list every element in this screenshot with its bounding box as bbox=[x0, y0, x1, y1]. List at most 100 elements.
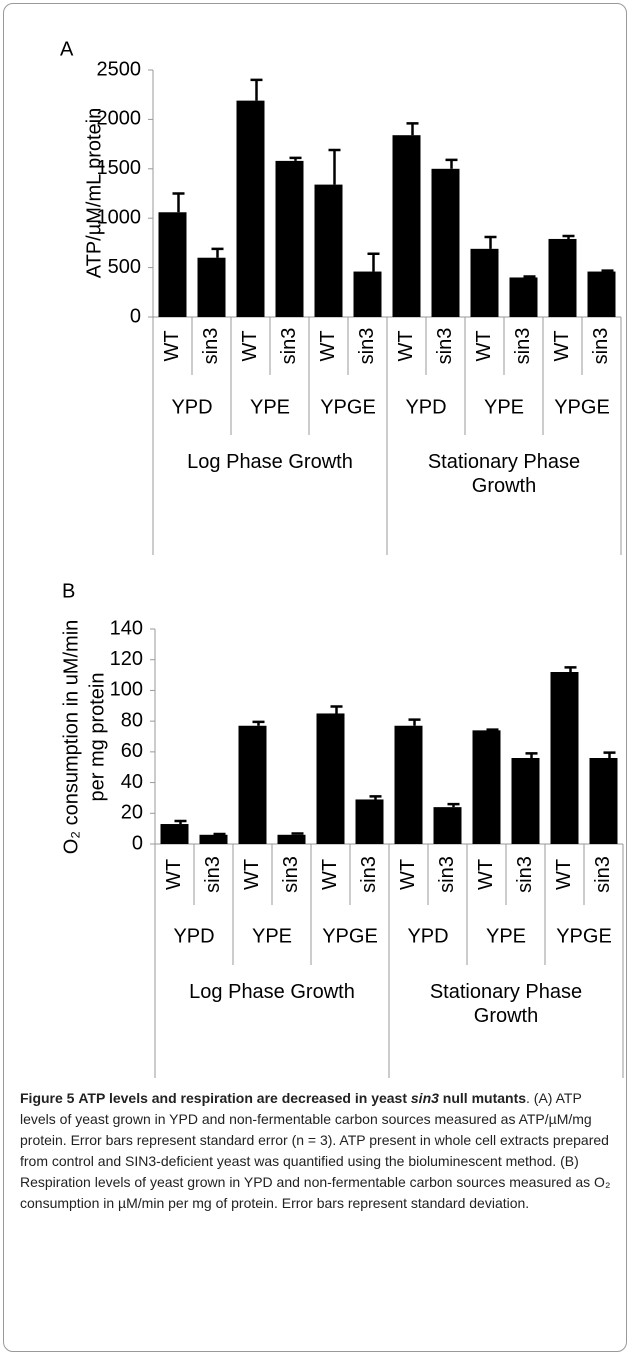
x-tick-label: WT bbox=[473, 330, 495, 361]
y-tick-label: 100 bbox=[110, 679, 143, 701]
group-label: YPGE bbox=[554, 396, 610, 418]
x-tick-label: WT bbox=[319, 859, 341, 890]
group-label: YPGE bbox=[556, 925, 612, 947]
error-bar bbox=[369, 795, 382, 800]
error-bar bbox=[291, 832, 304, 835]
error-bar bbox=[252, 720, 265, 726]
x-tick-label: WT bbox=[395, 330, 417, 361]
error-bar bbox=[447, 802, 460, 808]
y-tick-label: 2500 bbox=[97, 58, 142, 80]
group-label: YPGE bbox=[320, 396, 376, 418]
bar bbox=[587, 271, 616, 317]
x-tick-label: sin3 bbox=[278, 328, 300, 365]
caption-title-end: null mutants bbox=[438, 1090, 527, 1106]
y-tick-label: 0 bbox=[130, 305, 141, 327]
bar bbox=[353, 271, 382, 317]
x-tick-label: WT bbox=[553, 859, 575, 890]
x-tick-label: sin3 bbox=[356, 328, 378, 365]
y-axis-label: ATP/µM/mL protein bbox=[83, 108, 105, 278]
y-tick-label: 500 bbox=[108, 256, 141, 278]
y-tick-label: 1500 bbox=[97, 157, 142, 179]
error-bar bbox=[330, 705, 343, 714]
x-tick-label: sin3 bbox=[358, 856, 380, 893]
bar bbox=[472, 730, 501, 844]
caption-title-italic: sin3 bbox=[410, 1090, 439, 1106]
error-bar bbox=[564, 666, 577, 672]
x-tick-label: sin3 bbox=[436, 856, 458, 893]
y-tick-label: 140 bbox=[110, 617, 143, 639]
bar bbox=[394, 725, 423, 844]
bar bbox=[160, 824, 189, 844]
y-tick-label: 20 bbox=[121, 802, 143, 824]
supergroup-label: Stationary Phase Growth bbox=[427, 451, 581, 497]
supergroup-label: Log Phase Growth bbox=[189, 981, 355, 1003]
caption-text: . (A) ATP levels of yeast grown in YPD a… bbox=[20, 1090, 611, 1211]
frame bbox=[3, 3, 627, 1352]
bar bbox=[431, 168, 460, 317]
error-bar bbox=[172, 192, 185, 213]
error-bar bbox=[445, 158, 458, 169]
error-bar bbox=[289, 156, 302, 161]
supergroup-label: Log Phase Growth bbox=[187, 451, 353, 473]
bar bbox=[316, 713, 345, 844]
group-label: YPGE bbox=[322, 925, 378, 947]
y-axis-label: per mg protein bbox=[86, 673, 108, 802]
x-tick-label: sin3 bbox=[512, 328, 534, 365]
y-tick-label: 2000 bbox=[97, 108, 142, 130]
group-label: YPE bbox=[252, 925, 292, 947]
x-tick-label: WT bbox=[475, 859, 497, 890]
bar bbox=[470, 248, 499, 317]
bar bbox=[392, 135, 421, 317]
x-tick-label: sin3 bbox=[434, 328, 456, 365]
group-label: YPD bbox=[173, 925, 214, 947]
x-tick-label: WT bbox=[241, 859, 263, 890]
error-bar bbox=[525, 752, 538, 758]
x-tick-label: WT bbox=[239, 330, 261, 361]
bar bbox=[589, 758, 618, 844]
error-bar bbox=[213, 832, 226, 836]
error-bar bbox=[484, 235, 497, 249]
bar bbox=[197, 257, 226, 317]
bar bbox=[238, 725, 267, 844]
caption-title: ATP levels and respiration are decreased… bbox=[78, 1090, 526, 1106]
bar bbox=[548, 238, 577, 317]
group-label: YPE bbox=[250, 396, 290, 418]
y-tick-label: 120 bbox=[110, 648, 143, 670]
bar bbox=[275, 160, 304, 317]
x-tick-label: sin3 bbox=[280, 856, 302, 893]
group-label: YPD bbox=[407, 925, 448, 947]
panel-label: B bbox=[62, 580, 75, 602]
x-tick-label: sin3 bbox=[514, 856, 536, 893]
x-tick-label: sin3 bbox=[200, 328, 222, 365]
error-bar bbox=[328, 148, 341, 185]
bar bbox=[314, 184, 343, 317]
bar bbox=[355, 799, 384, 844]
bar bbox=[550, 672, 579, 844]
error-bar bbox=[408, 718, 421, 726]
error-bar bbox=[367, 252, 380, 272]
bar bbox=[509, 277, 538, 317]
error-bar bbox=[562, 234, 575, 239]
error-bar bbox=[486, 728, 499, 731]
x-tick-label: sin3 bbox=[202, 856, 224, 893]
x-tick-label: WT bbox=[551, 330, 573, 361]
bar bbox=[277, 834, 306, 844]
x-tick-label: sin3 bbox=[590, 328, 612, 365]
bar bbox=[236, 100, 265, 318]
x-tick-label: WT bbox=[161, 330, 183, 361]
group-label: YPE bbox=[486, 925, 526, 947]
x-tick-label: WT bbox=[397, 859, 419, 890]
panel-label: A bbox=[60, 38, 74, 60]
bar bbox=[511, 758, 540, 844]
group-label: YPD bbox=[171, 396, 212, 418]
supergroup-label: Stationary Phase Growth bbox=[429, 981, 583, 1027]
error-bar bbox=[211, 247, 224, 258]
bar bbox=[199, 834, 228, 844]
error-bar bbox=[523, 275, 536, 278]
x-tick-label: WT bbox=[317, 330, 339, 361]
error-bar bbox=[603, 751, 616, 758]
bar bbox=[433, 807, 462, 844]
error-bar bbox=[406, 122, 419, 136]
